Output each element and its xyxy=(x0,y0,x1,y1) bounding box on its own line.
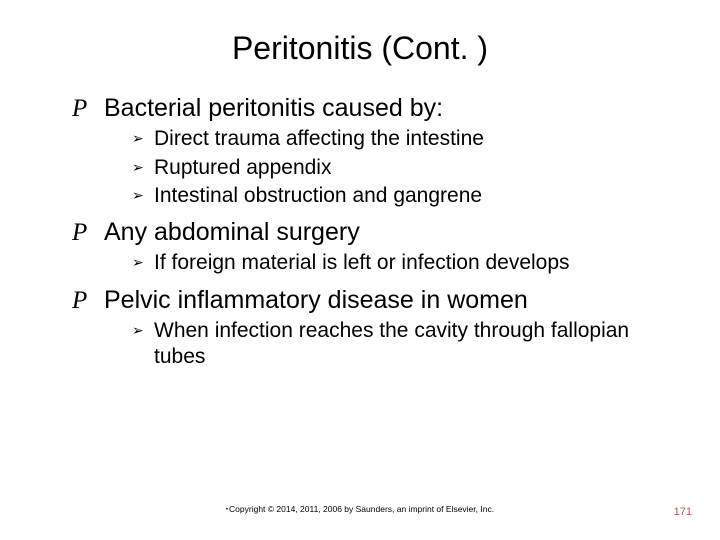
list-item-text: Any abdominal surgery xyxy=(104,217,360,248)
copyright-line: •Copyright © 2014, 2011, 2006 by Saunder… xyxy=(0,504,720,514)
list-subitem-text: If foreign material is left or infection… xyxy=(154,250,680,276)
bullet-level2-icon: ➢ xyxy=(132,183,154,205)
list-subitem: ➢ When infection reaches the cavity thro… xyxy=(132,318,680,371)
list-subitem-text: Intestinal obstruction and gangrene xyxy=(154,183,680,209)
bullet-level2-icon: ➢ xyxy=(132,126,154,148)
bullet-level2-icon: ➢ xyxy=(132,318,154,340)
list-item: P Pelvic inflammatory disease in women xyxy=(72,285,680,316)
bullet-level1-icon: P xyxy=(72,285,104,316)
list-subitem: ➢ Intestinal obstruction and gangrene xyxy=(132,183,680,209)
bullet-level1-icon: P xyxy=(72,93,104,124)
copyright-text: Copyright © 2014, 2011, 2006 by Saunders… xyxy=(229,504,494,514)
bullet-level2-icon: ➢ xyxy=(132,155,154,177)
bullet-level1-icon: P xyxy=(72,217,104,248)
list-subitem-text: Direct trauma affecting the intestine xyxy=(154,126,680,152)
list-subitem-text: Ruptured appendix xyxy=(154,155,680,181)
slide-content: P Bacterial peritonitis caused by: ➢ Dir… xyxy=(0,93,720,370)
list-subitem-text: When infection reaches the cavity throug… xyxy=(154,318,680,371)
page-number: 171 xyxy=(674,506,692,518)
list-subitem: ➢ Direct trauma affecting the intestine xyxy=(132,126,680,152)
slide-title: Peritonitis (Cont. ) xyxy=(0,0,720,85)
list-item-text: Bacterial peritonitis caused by: xyxy=(104,93,443,124)
slide: Peritonitis (Cont. ) P Bacterial periton… xyxy=(0,0,720,540)
list-item: P Bacterial peritonitis caused by: xyxy=(72,93,680,124)
list-subitem: ➢ Ruptured appendix xyxy=(132,155,680,181)
list-subitem: ➢ If foreign material is left or infecti… xyxy=(132,250,680,276)
list-item: P Any abdominal surgery xyxy=(72,217,680,248)
list-item-text: Pelvic inflammatory disease in women xyxy=(104,285,528,316)
bullet-level2-icon: ➢ xyxy=(132,250,154,272)
